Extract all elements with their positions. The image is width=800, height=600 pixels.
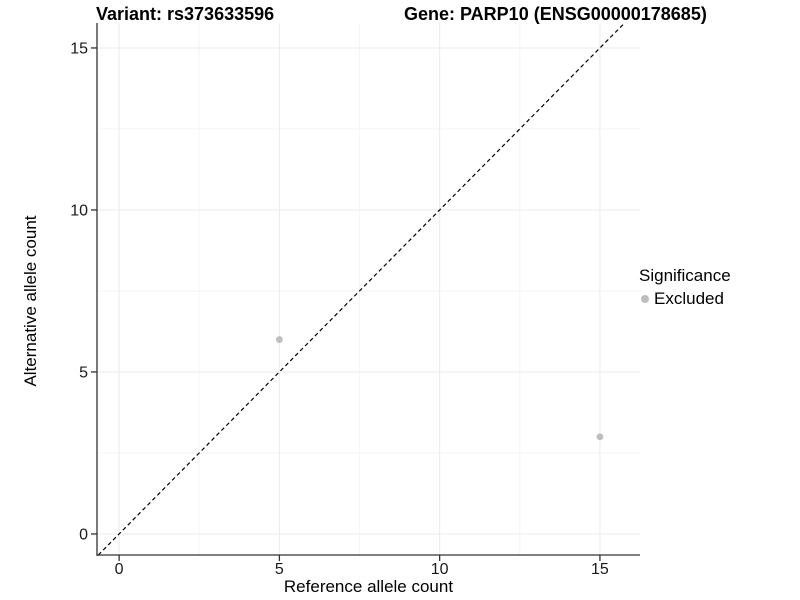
data-point (596, 433, 604, 441)
x-tick-label: 0 (115, 561, 124, 578)
x-tick-label: 15 (591, 561, 609, 578)
legend-title: Significance (639, 266, 731, 285)
legend: Significance Excluded (639, 266, 731, 309)
data-point (275, 336, 283, 343)
x-axis-title: Reference allele count (283, 577, 454, 596)
plot-title-gene: Gene: PARP10 (ENSG00000178685) (404, 4, 707, 24)
identity-line (97, 22, 626, 556)
y-tick-label: 10 (70, 202, 88, 219)
x-tick-label: 5 (275, 561, 284, 578)
y-axis-title: Alternative allele count (21, 215, 40, 387)
y-tick-label: 5 (79, 364, 88, 381)
x-tick-label: 10 (431, 561, 449, 578)
y-tick-label: 0 (79, 526, 88, 543)
excluded-point-icon (641, 295, 649, 303)
legend-item-excluded: Excluded (639, 289, 731, 309)
y-tick-label: 15 (70, 40, 88, 57)
legend-item-label: Excluded (654, 289, 724, 308)
plot-title-variant: Variant: rs373633596 (96, 4, 275, 24)
